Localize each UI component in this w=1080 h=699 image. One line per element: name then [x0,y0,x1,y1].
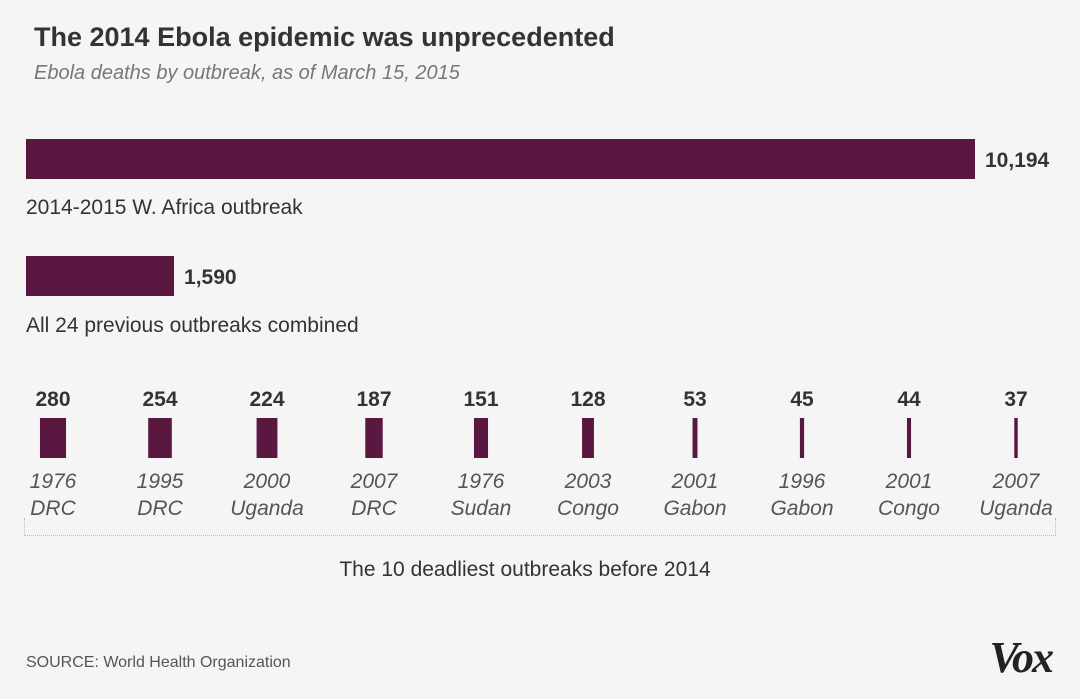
outbreak-bar-1976-sudan [473,418,489,458]
outbreak-value-2007-drc: 187 [356,388,391,411]
outbreak-place-1976-sudan: Sudan [451,497,512,520]
outbreak-bar-2001-congo [906,418,912,458]
outbreak-value-2001-congo: 44 [897,388,921,411]
outbreak-bar-1996-gabon [799,418,805,458]
bar-previous-outbreaks-combined [26,256,175,296]
outbreak-place-1976-drc: DRC [30,497,76,520]
outbreak-value-1995-drc: 254 [142,388,177,411]
outbreak-place-1996-gabon: Gabon [770,497,833,520]
outbreak-year-2007-drc: 2007 [350,470,399,493]
outbreak-year-1996-gabon: 1996 [779,470,826,493]
outbreak-year-2001-congo: 2001 [885,470,933,493]
group-bracket [24,518,1056,536]
outbreak-bar-2007-uganda [1014,418,1018,458]
chart-title: The 2014 Ebola epidemic was unprecedente… [34,22,615,52]
outbreak-year-2000-uganda: 2000 [243,470,291,493]
outbreak-year-2003-congo: 2003 [564,470,612,493]
outbreak-value-2001-gabon: 53 [683,388,706,411]
group-caption: The 10 deadliest outbreaks before 2014 [339,558,711,581]
source-note: SOURCE: World Health Organization [26,654,291,671]
outbreak-year-1976-drc: 1976 [30,470,77,493]
outbreak-year-1995-drc: 1995 [137,470,184,493]
vox-logo: Vox [989,633,1055,682]
chart-subtitle: Ebola deaths by outbreak, as of March 15… [34,62,460,84]
outbreak-year-2007-uganda: 2007 [992,470,1041,493]
outbreak-value-2003-congo: 128 [570,388,605,411]
outbreak-value-2007-uganda: 37 [1004,388,1027,411]
outbreak-year-2001-gabon: 2001 [671,470,719,493]
bar-value-previous-outbreaks-combined: 1,590 [184,266,237,289]
outbreak-year-1976-sudan: 1976 [458,470,505,493]
outbreak-bar-1976-drc [39,418,67,458]
outbreak-place-2003-congo: Congo [557,497,619,520]
outbreak-value-1976-sudan: 151 [463,388,498,411]
outbreak-place-1995-drc: DRC [137,497,183,520]
outbreak-place-2001-gabon: Gabon [663,497,726,520]
outbreak-bar-1995-drc [148,418,172,458]
outbreak-bar-2001-gabon [692,418,698,458]
deadliest-outbreaks-chart: 280 1976 DRC 254 1995 DRC 224 2000 Uganda 187 2007… [30,388,1053,520]
outbreak-bar-2007-drc [365,418,383,458]
outbreak-bar-2003-congo [582,418,594,458]
bar-label-previous-outbreaks-combined: All 24 previous outbreaks combined [26,314,359,337]
bar-west-africa-outbreak [26,139,975,179]
outbreak-place-2007-uganda: Uganda [979,497,1053,520]
outbreak-value-2000-uganda: 224 [249,388,284,411]
outbreak-place-2007-drc: DRC [351,497,397,520]
bar-label-west-africa-outbreak: 2014-2015 W. Africa outbreak [26,196,303,219]
bar-value-west-africa-outbreak: 10,194 [985,149,1050,172]
outbreak-place-2000-uganda: Uganda [230,497,304,520]
outbreak-place-2001-congo: Congo [878,497,940,520]
outbreak-value-1976-drc: 280 [35,388,70,411]
outbreak-value-1996-gabon: 45 [790,388,814,411]
outbreak-bar-2000-uganda [256,418,278,458]
